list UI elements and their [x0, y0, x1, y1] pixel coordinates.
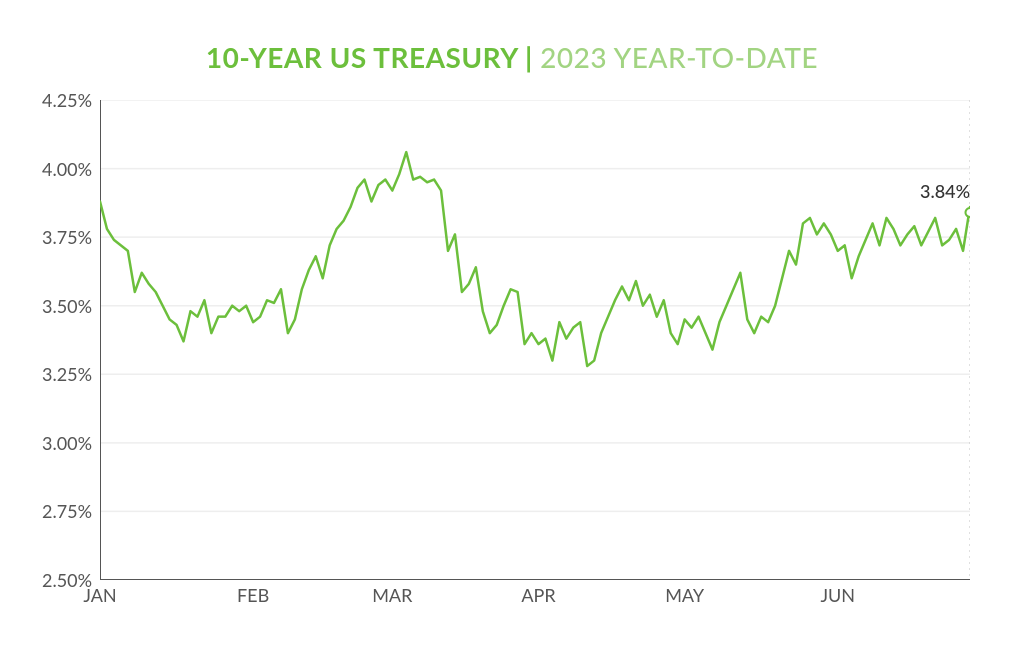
y-tick-label: 3.25% — [2, 363, 92, 385]
x-tick-label: JAN — [83, 584, 116, 606]
y-tick-label: 4.00% — [2, 158, 92, 180]
y-tick-label: 3.50% — [2, 295, 92, 317]
x-tick-label: MAR — [372, 584, 412, 606]
x-tick-label: JUN — [820, 584, 855, 606]
end-marker — [966, 208, 971, 217]
x-tick-label: APR — [521, 584, 555, 606]
y-tick-label: 4.25% — [2, 89, 92, 111]
end-value-label: 3.84% — [920, 180, 970, 202]
treasury-chart: 10-YEAR US TREASURY | 2023 YEAR-TO-DATE … — [0, 0, 1024, 653]
chart-title-light: 2023 YEAR-TO-DATE — [540, 40, 818, 74]
chart-title-sep: | — [518, 40, 540, 74]
y-tick-label: 2.50% — [2, 569, 92, 591]
chart-title-bold: 10-YEAR US TREASURY — [206, 40, 518, 74]
y-tick-label: 2.75% — [2, 500, 92, 522]
x-tick-label: FEB — [237, 584, 269, 606]
x-tick-label: MAY — [665, 584, 704, 606]
chart-title: 10-YEAR US TREASURY | 2023 YEAR-TO-DATE — [0, 40, 1024, 74]
data-line — [100, 152, 970, 366]
y-tick-label: 3.00% — [2, 432, 92, 454]
chart-plot — [100, 100, 970, 580]
y-tick-label: 3.75% — [2, 226, 92, 248]
